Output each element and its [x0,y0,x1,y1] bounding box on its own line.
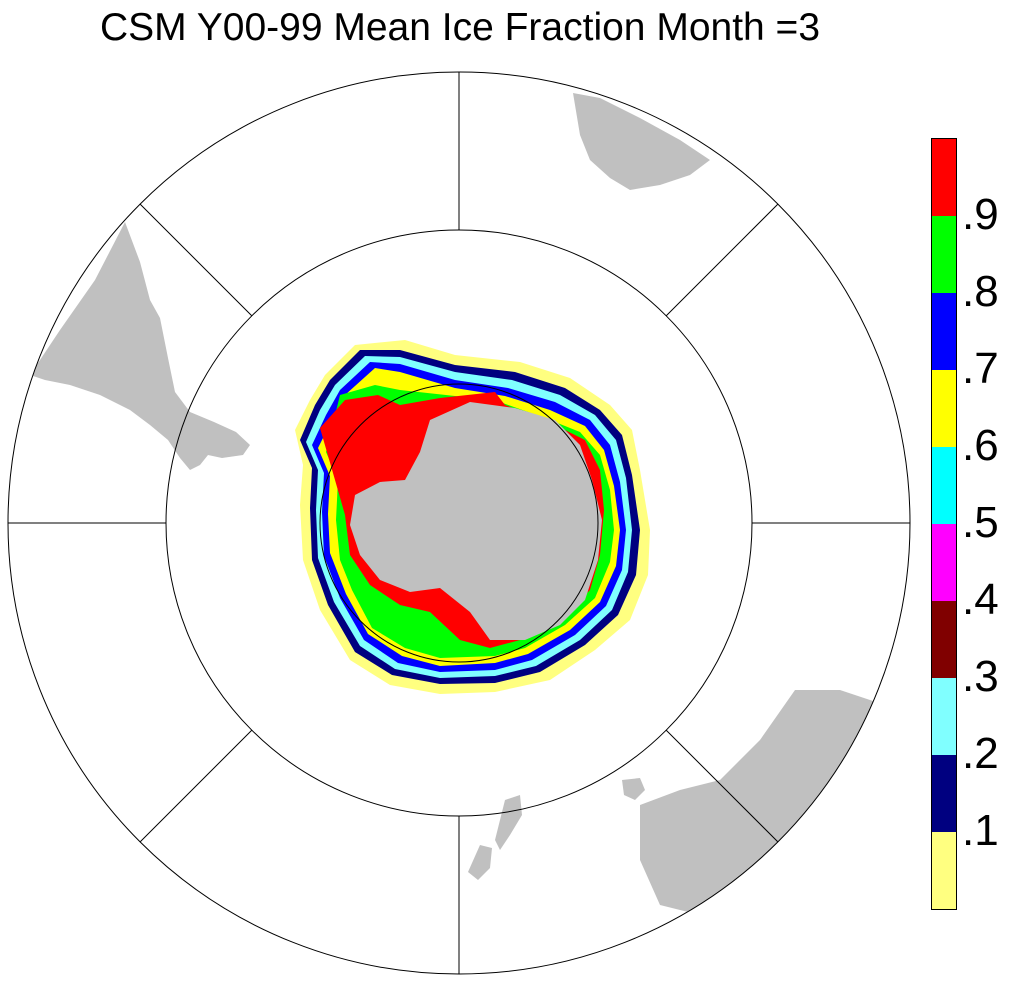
tasmania-landmass [622,778,645,800]
latitude-circle-inner [319,383,599,663]
south-america-landmass [30,222,250,470]
new-zealand-landmass [468,795,522,880]
antarctica-landmass [350,402,602,640]
colorbar-label: .8 [962,267,999,316]
australia-landmass [640,690,900,915]
colorbar-box [932,678,956,755]
colorbar-label: .3 [962,652,999,701]
colorbar-label: .6 [962,421,999,470]
colorbar-label: .5 [962,498,999,547]
meridian-line [139,729,253,843]
colorbar-label: .7 [962,344,999,393]
graticule [7,71,911,975]
colorbar-box [932,216,956,293]
colorbar-box [932,447,956,524]
map-title: CSM Y00-99 Mean Ice Fraction Month =3 [99,6,821,49]
meridian-line [665,729,779,843]
colorbar-box [932,524,956,601]
colorbar [931,138,957,910]
colorbar-label: .2 [962,729,999,778]
colorbar-box [932,755,956,832]
colorbar-label: .9 [962,190,999,239]
colorbar-label: .1 [962,806,999,855]
colorbar-label: .4 [962,575,999,624]
colorbar-box [932,139,956,216]
meridian-line [665,203,779,317]
colorbar-box [932,832,956,909]
colorbar-box [932,601,956,678]
meridian-line [139,203,253,317]
africa-landmass [573,93,710,190]
colorbar-box [932,370,956,447]
colorbar-box [932,293,956,370]
